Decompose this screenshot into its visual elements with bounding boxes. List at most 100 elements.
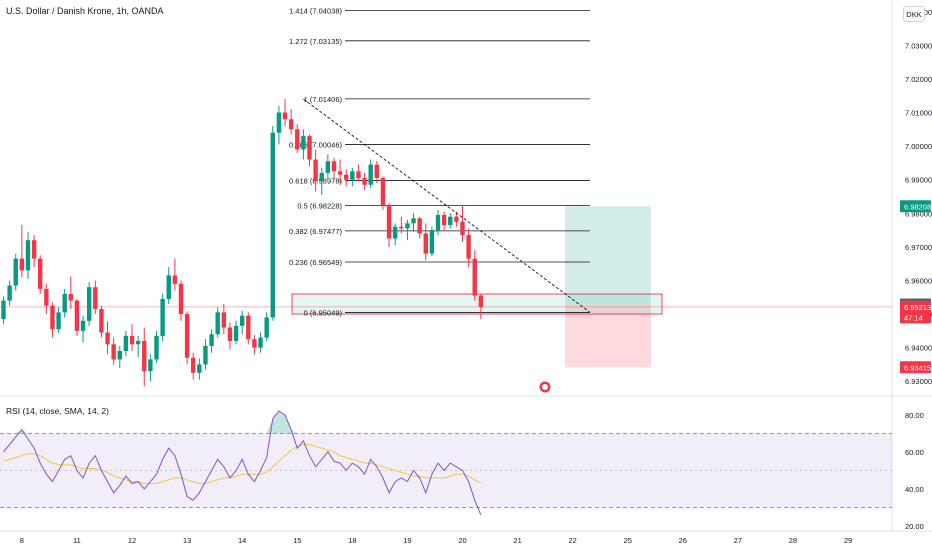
candle-body-0 <box>1 300 6 320</box>
rsi-tick-2: 60.00 <box>905 448 924 457</box>
fib-label-1: 1.272 (7.03135) <box>289 37 342 46</box>
candle-14 <box>86 282 92 326</box>
candle-body-27 <box>166 275 171 299</box>
price-tick-9: 7.02000 <box>905 75 932 84</box>
price-badge-label-2: 6.95213 <box>904 303 931 312</box>
candle-75 <box>460 204 465 242</box>
candle-34 <box>209 329 214 353</box>
currency-button[interactable]: DKK <box>903 6 925 22</box>
candle-body-53 <box>325 161 331 173</box>
candle-21 <box>129 324 135 352</box>
candle-body-44 <box>270 132 275 318</box>
price-badge-label-3: 47:14 <box>904 313 923 322</box>
price-tick-3: 6.96000 <box>905 276 932 285</box>
rsi-sma-line <box>3 444 482 484</box>
rsi-overbought-fill <box>15 411 298 434</box>
candle-body-18 <box>111 344 116 360</box>
fib-label-3: 0.786 (7.00046) <box>289 141 342 150</box>
candle-6 <box>38 255 43 294</box>
candle-body-48 <box>295 129 300 150</box>
candle-41 <box>252 334 257 355</box>
candle-33 <box>203 339 208 370</box>
event-marker-inner <box>542 384 548 390</box>
candle-68 <box>417 216 422 239</box>
candle-body-32 <box>197 364 202 373</box>
candle-body-78 <box>478 295 484 308</box>
candle-74 <box>454 211 459 227</box>
candle-body-13 <box>80 320 86 331</box>
candle-body-25 <box>154 335 159 360</box>
support-rectangle <box>291 293 663 315</box>
candle-67 <box>411 213 416 232</box>
candle-body-40 <box>246 315 251 340</box>
candle-body-5 <box>31 240 37 259</box>
candle-body-68 <box>417 218 422 234</box>
candle-body-70 <box>429 230 435 254</box>
candle-body-17 <box>105 332 110 345</box>
price-badge-0 <box>900 200 931 213</box>
candle-28 <box>172 258 178 291</box>
candle-25 <box>154 330 159 363</box>
candle-body-9 <box>56 312 61 330</box>
candle-15 <box>93 280 98 315</box>
chart-title: U.S. Dollar / Danish Krone, 1h, OANDA <box>6 6 164 16</box>
candle-77 <box>472 250 477 301</box>
candle-body-6 <box>38 258 43 289</box>
candle-78 <box>478 293 484 320</box>
candle-body-41 <box>252 339 257 348</box>
candle-24 <box>148 354 153 382</box>
position-target-zone <box>565 206 651 305</box>
candle-58 <box>356 164 361 182</box>
candle-46 <box>282 99 288 126</box>
position-stop-zone <box>565 304 651 368</box>
candle-body-63 <box>386 204 392 239</box>
candle-body-62 <box>380 178 386 205</box>
candle-35 <box>215 307 220 338</box>
candle-66 <box>405 220 410 241</box>
candle-body-64 <box>392 226 398 239</box>
candle-19 <box>117 345 122 368</box>
candle-16 <box>99 305 104 338</box>
candle-body-49 <box>301 136 306 150</box>
time-tick-2: 12 <box>128 536 136 545</box>
candle-body-45 <box>276 112 282 133</box>
candle-body-8 <box>50 305 55 330</box>
candle-32 <box>197 358 202 380</box>
time-tick-13: 27 <box>734 536 742 545</box>
candle-0 <box>1 296 6 325</box>
candle-body-72 <box>441 214 447 226</box>
price-tick-6: 6.99000 <box>905 176 932 185</box>
candle-71 <box>435 209 441 236</box>
candle-body-7 <box>44 288 49 306</box>
price-tick-0: 6.93000 <box>905 377 932 386</box>
candle-47 <box>288 109 294 135</box>
time-tick-7: 19 <box>403 536 411 545</box>
candle-56 <box>344 169 349 187</box>
candle-body-31 <box>191 357 196 373</box>
candle-body-60 <box>368 164 373 185</box>
candle-body-57 <box>350 171 355 180</box>
candle-body-75 <box>460 221 465 236</box>
candle-53 <box>325 154 331 180</box>
time-tick-0: 8 <box>20 536 24 545</box>
candle-body-33 <box>203 345 208 365</box>
candle-1 <box>7 280 12 306</box>
candle-72 <box>441 211 447 231</box>
rsi-line <box>3 410 482 516</box>
candle-body-12 <box>74 300 80 331</box>
candle-48 <box>295 124 300 153</box>
candle-body-30 <box>184 314 190 358</box>
candle-body-39 <box>239 315 245 326</box>
candle-body-2 <box>13 258 18 286</box>
candle-body-36 <box>221 312 227 328</box>
candle-69 <box>423 223 428 261</box>
candle-body-77 <box>472 258 477 296</box>
candle-62 <box>380 176 386 210</box>
price-badge-2 <box>900 300 931 313</box>
candle-body-4 <box>25 240 31 271</box>
candle-9 <box>56 307 61 333</box>
fib-label-8: 0 (6.95049) <box>304 308 343 317</box>
time-tick-8: 20 <box>458 536 466 545</box>
